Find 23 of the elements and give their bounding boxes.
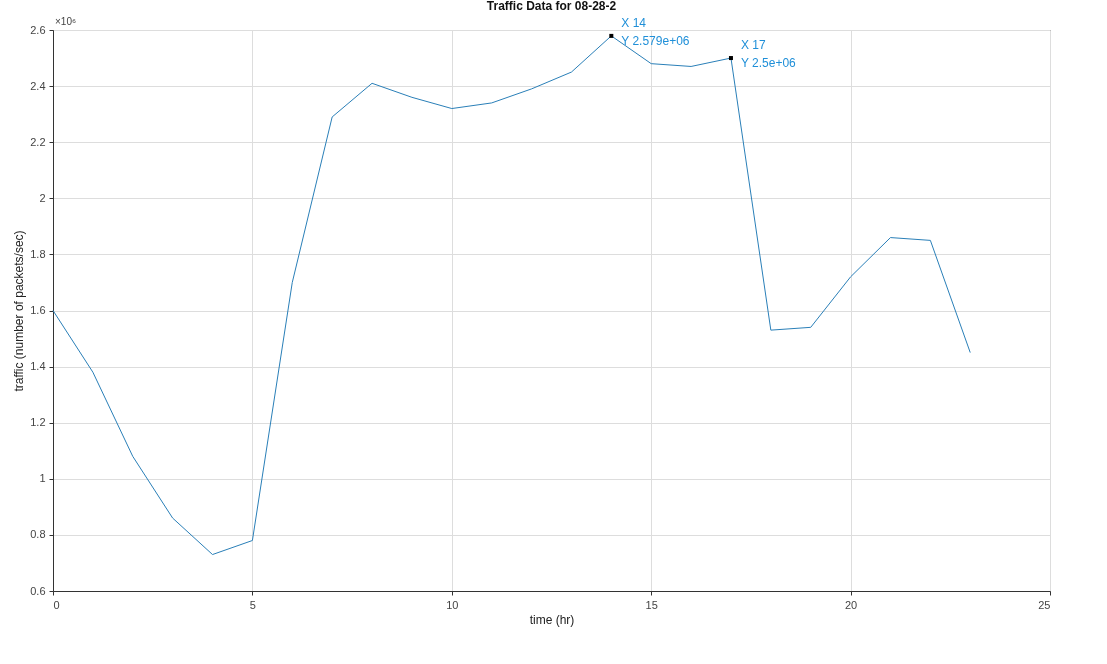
y-tick-label: 2.4 [30, 79, 46, 92]
y-tick-label: 0.8 [30, 528, 46, 541]
x-tick-label: 25 [1038, 598, 1051, 611]
x-tick-label: 20 [844, 598, 858, 611]
x-tick-label: 5 [249, 598, 256, 611]
y-tick-label: 1 [39, 472, 46, 485]
x-tick-label: 15 [645, 598, 658, 611]
y-axis-title: traffic (number of packets/sec) [12, 230, 27, 392]
x-tick-label: 10 [446, 598, 459, 611]
annotation: X 14 Y 2.579e+06 [621, 15, 690, 48]
y-tick-label: 1.8 [30, 247, 46, 260]
chart-title: Traffic Data for 08-28-2 [486, 0, 617, 13]
x-axis-title: time (hr) [529, 612, 575, 627]
x-tick-label: 0 [53, 598, 60, 611]
y-tick-label: 2 [39, 191, 46, 204]
y-tick-label: 2.6 [30, 23, 46, 36]
y-tick-label: 1.6 [30, 304, 46, 316]
y-tick-label: 1.4 [30, 360, 46, 373]
y-tick-label: 0.6 [30, 584, 46, 597]
y-tick-label: 1.2 [30, 416, 46, 429]
annotation: X 17 Y 2.5e+06 [740, 38, 797, 71]
text: ×10⁶ [55, 16, 77, 27]
y-tick-label: 2.2 [30, 135, 46, 148]
